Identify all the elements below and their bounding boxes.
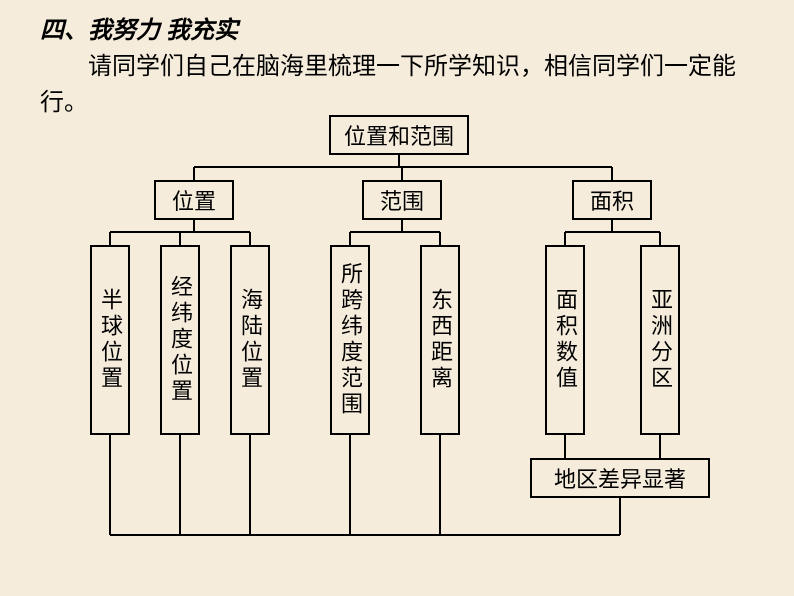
node-l3-0: 半球位置 — [90, 245, 130, 435]
node-l3-5: 面积数值 — [545, 245, 585, 435]
section-desc: 请同学们自己在脑海里梳理一下所学知识，相信同学们一定能行。 — [40, 45, 754, 125]
node-l2-2: 面积 — [572, 180, 652, 220]
node-l2-1: 范围 — [362, 180, 442, 220]
node-l3-2: 海陆位置 — [230, 245, 270, 435]
section-title: 四、我努力 我充实 — [40, 10, 754, 45]
node-l3-4: 东西距离 — [420, 245, 460, 435]
node-l3-6: 亚洲分区 — [640, 245, 680, 435]
header: 四、我努力 我充实 请同学们自己在脑海里梳理一下所学知识，相信同学们一定能行。 — [0, 0, 794, 125]
node-root: 位置和范围 — [329, 115, 469, 155]
concept-tree-diagram: 位置和范围位置 范围 面积半球位置经纬度位置海陆位置 所跨纬度范围 东西距离 面积数值 亚洲… — [0, 115, 794, 595]
node-l3-1: 经纬度位置 — [160, 245, 200, 435]
node-l4: 地区差异显著 — [530, 458, 710, 498]
node-l2-0: 位置 — [154, 180, 234, 220]
node-l3-3: 所跨纬度范围 — [330, 245, 370, 435]
